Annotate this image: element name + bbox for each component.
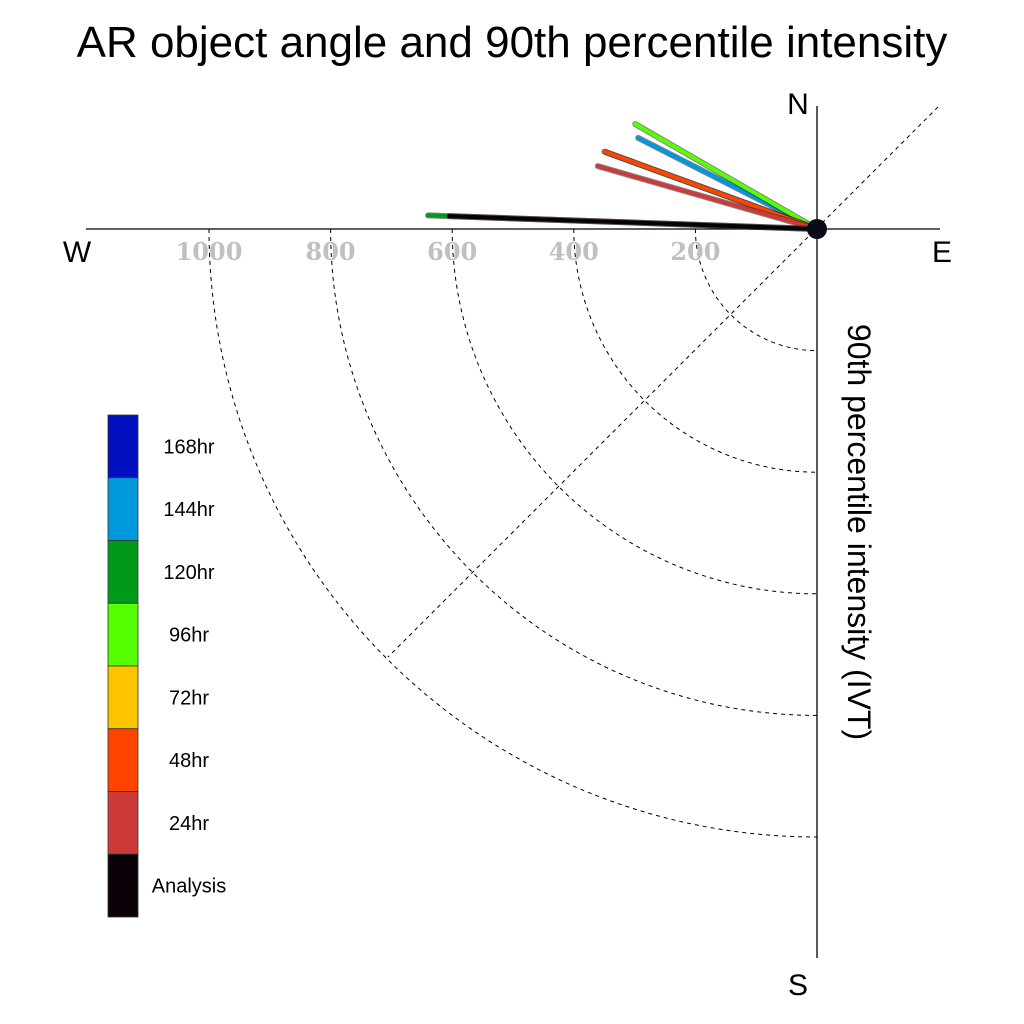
radial-grid [208,228,818,838]
grid-ring [694,228,818,352]
legend-swatch [107,602,139,667]
legend-swatch [107,540,139,604]
radial-tick-label: 400 [549,237,599,266]
legend-label: 96hr [169,625,209,647]
legend-swatch [107,791,139,855]
legend-label: 120hr [163,562,214,584]
west-label: W [63,236,92,269]
radial-tick-label: 800 [306,237,356,266]
radial-tick-label: 600 [427,237,477,266]
legend-swatch [107,728,139,792]
vector-analysis [447,214,819,231]
vector-96hr [633,122,819,231]
grid-ring [330,228,818,716]
legend-swatch [107,477,139,541]
direction-vectors [425,121,820,232]
grid-ring [451,228,818,595]
legend-label: 72hr [169,687,209,709]
legend-label: 48hr [169,750,209,772]
legend-swatch [107,853,139,918]
south-label: S [788,969,808,1002]
radial-tick-labels: 200 400 600 800 1000 [176,237,721,266]
radial-tick-label: 200 [670,237,720,266]
legend-swatch [107,414,139,479]
chart-title: AR object angle and 90th percentile inte… [77,18,948,67]
radial-tick-label: 1000 [176,237,243,266]
radial-axis-label: 90th percentile intensity (IVT) [841,324,877,740]
legend-label: 168hr [163,436,214,458]
legend-label: Analysis [152,876,226,898]
legend-label: 24hr [169,813,209,835]
grid-ring [208,228,818,838]
diagonal-gridline [387,106,939,658]
vector-24hr [595,164,819,231]
legend-swatch [107,665,139,730]
colorbar-legend: 168hr 144hr 120hr 96hr 72hr 48hr 24hr Analysis [107,414,226,918]
legend-label: 144hr [163,499,214,521]
origin-dot [807,219,827,239]
east-label: E [932,236,952,269]
north-label: N [787,88,809,121]
